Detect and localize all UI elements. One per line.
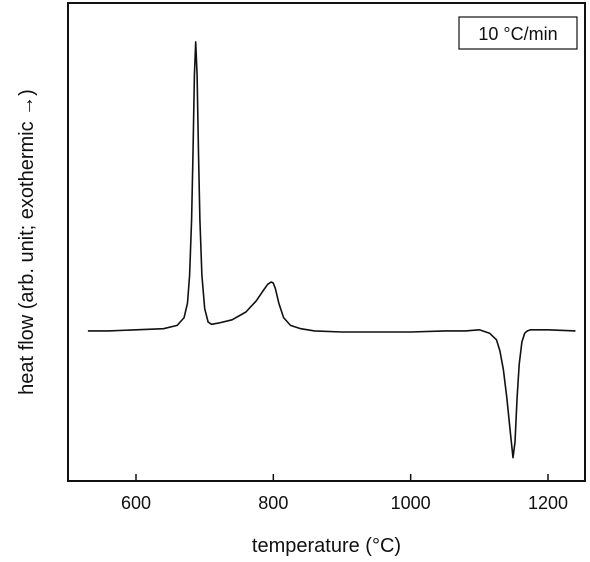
y-axis-title: heat flow (arb. unit; exothermic →)	[16, 89, 38, 395]
rate-annotation: 10 °C/min	[458, 16, 578, 50]
x-tick-label-600: 600	[121, 493, 151, 513]
x-axis-tick-labels: 600 800 1000 1200	[121, 493, 568, 513]
rate-annotation-box	[458, 16, 578, 50]
x-axis-ticks	[135, 474, 549, 481]
x-axis-title: temperature (°C)	[252, 535, 401, 557]
x-tick-label-1200: 1200	[528, 493, 568, 513]
x-tick-label-1000: 1000	[391, 493, 431, 513]
plot-frame	[67, 2, 586, 482]
heat-flow-series-line	[87, 41, 576, 459]
x-tick-label-800: 800	[258, 493, 288, 513]
rate-annotation-text: 10 °C/min	[478, 24, 557, 44]
